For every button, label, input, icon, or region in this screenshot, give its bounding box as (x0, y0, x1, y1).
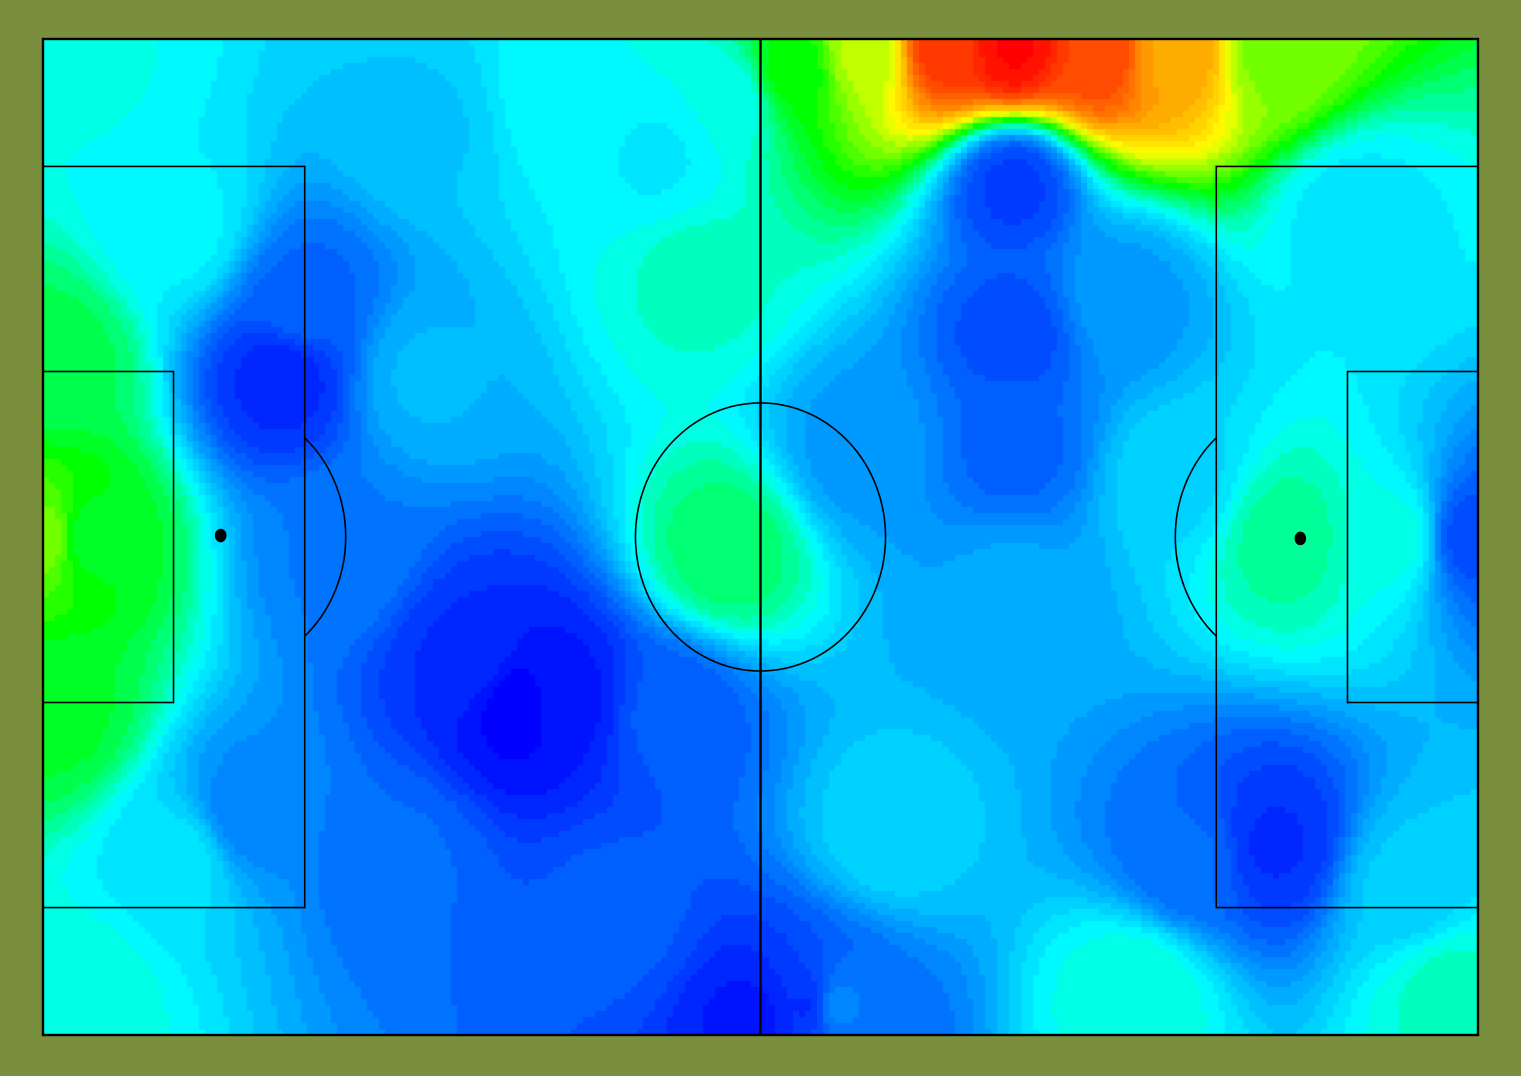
penalty-spot-left (214, 528, 227, 543)
penalty-spot-right (1294, 531, 1307, 546)
pitch-markings (41, 37, 1480, 1037)
center-circle (634, 402, 887, 672)
penalty-arc-right (1174, 437, 1217, 637)
goal-area-left (42, 370, 175, 704)
goal-area-right (1346, 370, 1479, 704)
penalty-arc-left (304, 437, 347, 637)
